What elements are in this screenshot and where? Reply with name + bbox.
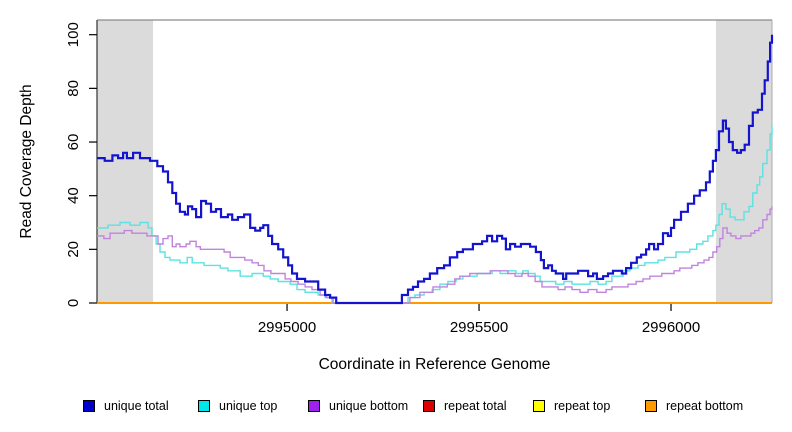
legend-item-unique-bottom: unique bottom: [308, 399, 408, 413]
series-line-unique-bottom: [97, 206, 773, 304]
x-tick-label: 2995500: [450, 319, 508, 336]
series-line-unique-top: [97, 125, 773, 304]
y-tick-label: 40: [65, 187, 82, 204]
legend-item-unique-top: unique top: [198, 399, 277, 413]
y-tick-label: 80: [65, 80, 82, 97]
legend-swatch-repeat-top: [533, 400, 545, 412]
legend-item-repeat-top: repeat top: [533, 399, 610, 413]
legend-item-unique-total: unique total: [83, 399, 169, 413]
shaded-region-1: [715, 20, 772, 303]
legend-swatch-repeat-total: [423, 400, 435, 412]
x-tick-label: 2995000: [258, 319, 316, 336]
legend-label: repeat bottom: [666, 399, 744, 413]
legend-swatch-repeat-bottom: [645, 400, 657, 412]
y-tick-label: 60: [65, 134, 82, 151]
y-tick-label: 0: [65, 299, 82, 307]
legend-swatch-unique-total: [83, 400, 95, 412]
legend-item-repeat-total: repeat total: [423, 399, 507, 413]
legend-label: unique total: [104, 399, 169, 413]
x-axis-title: Coordinate in Reference Genome: [319, 356, 551, 373]
y-tick-label: 20: [65, 241, 82, 258]
legend: unique total unique top unique bottom repea…: [0, 399, 792, 417]
y-tick-label: 100: [65, 22, 82, 47]
legend-label: repeat total: [444, 399, 507, 413]
legend-label: unique bottom: [329, 399, 409, 413]
y-axis-title: Read Coverage Depth: [18, 84, 35, 238]
x-tick-label: 2996000: [642, 319, 700, 336]
legend-item-repeat-bottom: repeat bottom: [645, 399, 743, 413]
series-line-unique-total: [97, 34, 774, 305]
legend-label: repeat top: [554, 399, 611, 413]
legend-swatch-unique-top: [198, 400, 210, 412]
legend-label: unique top: [219, 399, 278, 413]
legend-swatch-unique-bottom: [308, 400, 320, 412]
